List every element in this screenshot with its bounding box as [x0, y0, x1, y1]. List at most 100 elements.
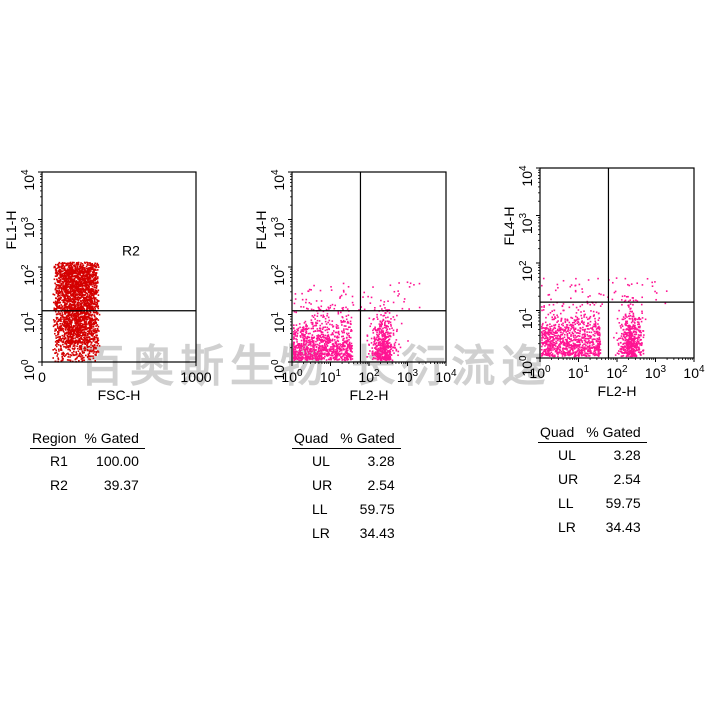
data-point: [295, 331, 298, 333]
data-point: [323, 336, 325, 339]
data-point: [64, 291, 66, 293]
data-point: [84, 312, 86, 315]
data-point: [347, 314, 350, 317]
data-point: [379, 341, 382, 343]
data-point: [72, 324, 75, 327]
row-label: LL: [312, 501, 328, 517]
data-point: [349, 320, 352, 323]
data-point: [338, 354, 341, 357]
data-point: [89, 291, 91, 293]
data-point: [544, 337, 547, 339]
data-point: [85, 308, 88, 311]
data-point: [336, 350, 338, 353]
data-point: [307, 290, 310, 293]
data-point: [379, 305, 382, 307]
data-point: [60, 290, 63, 293]
data-point: [96, 327, 99, 330]
data-point: [91, 288, 93, 290]
data-point: [89, 300, 91, 302]
data-point: [301, 334, 304, 336]
data-point: [81, 266, 83, 269]
data-point: [52, 293, 55, 296]
data-point: [71, 310, 74, 313]
data-point: [71, 263, 74, 265]
data-point: [393, 290, 396, 293]
data-point: [372, 344, 375, 346]
data-point: [340, 348, 342, 351]
data-point: [553, 348, 556, 351]
data-point: [381, 320, 384, 322]
data-point: [385, 337, 387, 339]
data-point: [80, 283, 82, 286]
data-point: [342, 319, 345, 322]
data-point: [77, 285, 80, 287]
data-point: [80, 282, 83, 284]
data-point: [334, 356, 336, 359]
data-point: [75, 292, 77, 294]
data-point: [595, 340, 598, 343]
data-point: [341, 331, 344, 334]
data-point: [406, 281, 409, 284]
data-point: [88, 320, 91, 323]
data-point: [332, 351, 335, 354]
data-point: [82, 294, 85, 296]
data-point: [324, 334, 327, 337]
data-point: [56, 304, 58, 306]
data-point: [97, 264, 99, 267]
data-point: [76, 273, 79, 275]
data-point: [592, 352, 594, 354]
data-point: [86, 338, 88, 340]
data-point: [388, 353, 391, 356]
data-point: [91, 262, 94, 265]
data-point: [81, 277, 83, 279]
data-point: [69, 329, 72, 332]
data-point: [311, 341, 314, 343]
data-point: [59, 301, 62, 304]
data-point: [560, 350, 563, 353]
data-point: [72, 337, 74, 339]
data-point: [309, 348, 312, 350]
data-point: [86, 268, 89, 271]
data-point: [96, 330, 98, 332]
data-point: [337, 325, 339, 327]
data-point: [94, 307, 96, 310]
data-point: [372, 329, 374, 332]
data-point: [587, 345, 590, 348]
data-point: [80, 326, 83, 329]
data-point: [392, 346, 394, 349]
data-point: [596, 346, 599, 349]
data-point: [546, 338, 549, 341]
data-point: [346, 359, 348, 361]
data-point: [301, 353, 303, 356]
data-point: [331, 346, 333, 348]
data-point: [295, 356, 298, 358]
data-point: [73, 345, 76, 347]
data-point: [64, 299, 66, 302]
data-point: [317, 335, 319, 338]
data-point: [583, 314, 585, 316]
data-point: [87, 299, 90, 302]
data-point: [57, 270, 60, 272]
data-point: [367, 353, 370, 355]
data-point: [84, 297, 86, 300]
data-point: [375, 357, 377, 360]
data-point: [345, 340, 348, 343]
data-point: [340, 343, 343, 346]
data-point: [77, 275, 80, 278]
data-point: [293, 344, 295, 346]
data-point: [378, 341, 381, 344]
data-point: [542, 327, 544, 329]
data-point: [564, 355, 566, 357]
data-point: [69, 343, 71, 345]
data-point: [298, 352, 300, 355]
data-point: [333, 339, 336, 341]
data-point: [327, 339, 329, 342]
data-point: [84, 274, 87, 277]
data-point: [83, 346, 86, 349]
data-point: [597, 345, 600, 347]
data-point: [390, 332, 392, 334]
data-point: [541, 306, 543, 308]
data-point: [71, 279, 74, 281]
data-point: [545, 342, 548, 345]
data-point: [73, 341, 75, 344]
